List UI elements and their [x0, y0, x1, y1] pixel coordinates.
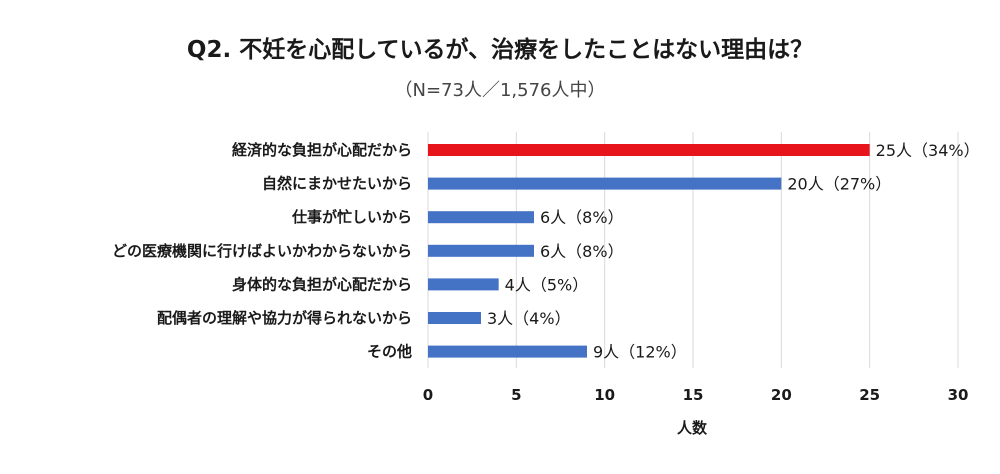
- category-label: 配偶者の理解や協力が得られないから: [157, 309, 412, 327]
- category-label: 自然にまかせたいから: [262, 175, 412, 193]
- category-label: その他: [367, 343, 412, 361]
- category-label: 身体的な負担が心配だから: [232, 275, 412, 293]
- x-tick-label: 25: [859, 386, 880, 404]
- data-label: 6人（8%）: [540, 208, 624, 227]
- chart-title: Q2. 不妊を心配しているが、治療をしたことはない理由は？: [186, 37, 814, 63]
- category-label: 経済的な負担が心配だから: [232, 141, 412, 159]
- x-tick-layer: 0 5 10 15 20 25 30: [423, 386, 969, 404]
- data-label: 3人（4%）: [487, 309, 571, 328]
- x-tick-label: 10: [594, 386, 615, 404]
- x-tick-label: 20: [771, 386, 792, 404]
- x-tick-label: 5: [511, 386, 521, 404]
- data-label: 25人（34%）: [876, 141, 980, 160]
- bar: [428, 177, 782, 190]
- bar: [428, 244, 534, 257]
- label-layer: 経済的な負担が心配だから 25人（34%） 自然にまかせたいから 20人（27%） 仕事…: [112, 141, 980, 362]
- bar: [428, 312, 481, 324]
- data-label: 9人（12%）: [593, 343, 687, 362]
- category-label: 仕事が忙しいから: [291, 208, 412, 226]
- x-tick-label: 0: [423, 386, 433, 404]
- data-label: 4人（5%）: [505, 275, 589, 294]
- chart-subtitle: （N=73人／1,576人中）: [394, 80, 606, 101]
- bar-layer: [428, 144, 870, 358]
- x-axis-title: 人数: [677, 419, 708, 437]
- data-label: 6人（8%）: [540, 242, 624, 261]
- bar: [428, 144, 870, 156]
- x-tick-label: 30: [948, 386, 969, 404]
- bar: [428, 345, 587, 358]
- x-tick-label: 15: [683, 386, 704, 404]
- data-label: 20人（27%）: [787, 175, 891, 194]
- bar: [428, 211, 534, 224]
- bar: [428, 278, 499, 291]
- category-label: どの医療機関に行けばよいかわからないから: [112, 242, 412, 260]
